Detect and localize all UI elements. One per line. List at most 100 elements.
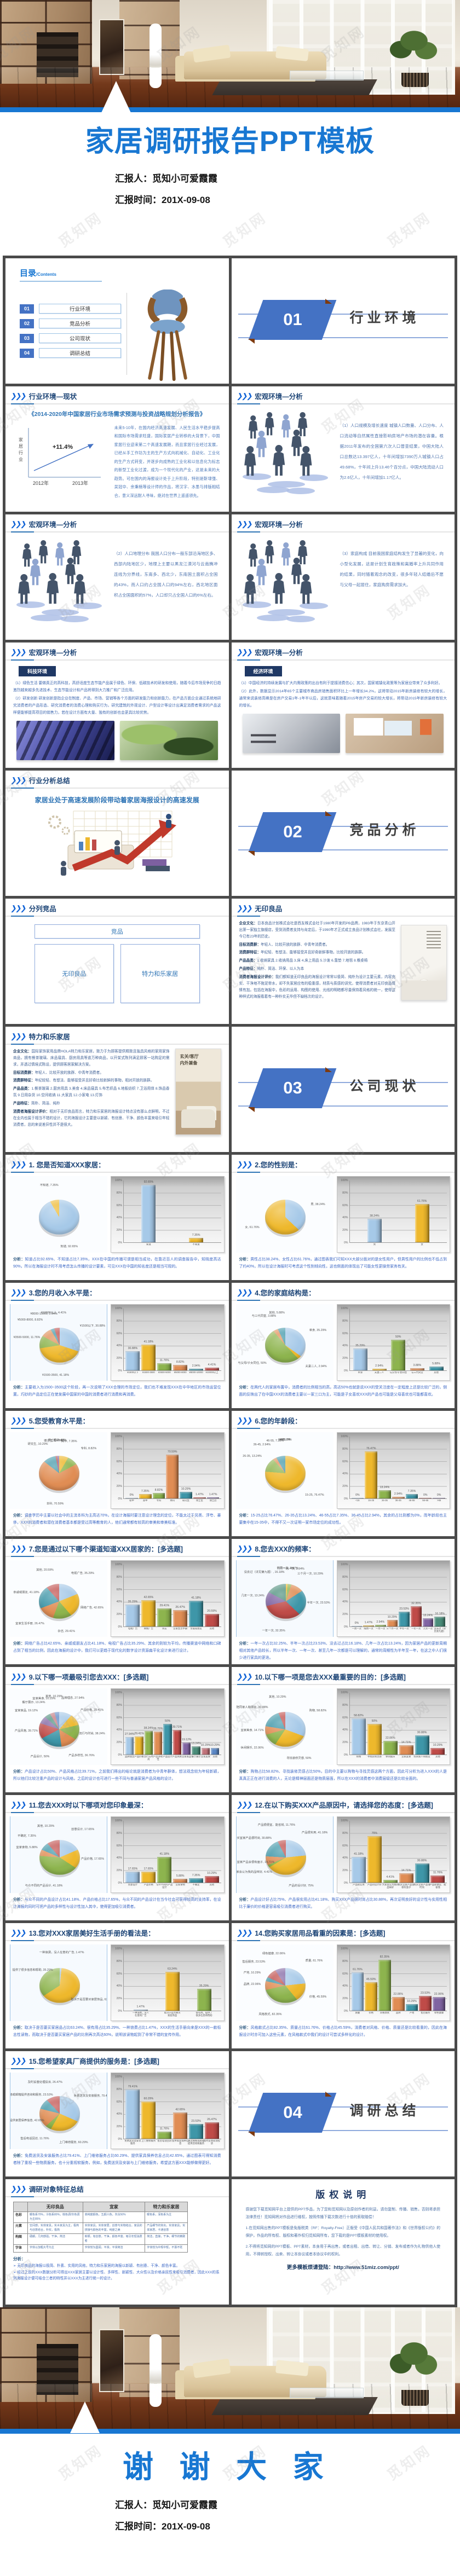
svg-text:行: 行 — [19, 450, 23, 455]
line-chart-area: 家居行业 +11.4% 2012年 2013年 — [13, 420, 109, 500]
bar-category-label: 产品设计 — [163, 1756, 173, 1758]
bar-value-label: 10.29% — [407, 2000, 417, 2004]
bar-value-label: 76.47% — [366, 1446, 376, 1450]
bar-value-label: 5.88% — [432, 1362, 440, 1366]
slide-thumbnail-24[interactable]: ❯❯❯ 10.以下哪一项是您去XXX最重要的目的：[多选题] 购物, 58.82% 寻… — [231, 1667, 455, 1792]
slide-thumbnail-25[interactable]: ❯❯❯ 11.您去XXX时以下哪项对您印象最深： 创意设计, 17.65% 产品价格,… — [5, 1795, 229, 1920]
slide-thumbnail-21[interactable]: ❯❯❯ 7.您是通过以下哪个渠道知道XXX居家的：[多选题] 电视广告, 35.29… — [5, 1539, 229, 1664]
tech-corridor-photo — [16, 720, 114, 760]
bar-chart: 0% 20% 40% 60% 80% 100% 30.88% ¥1500以下 41.18% ¥15… — [111, 1304, 225, 1381]
copyright-paragraph: 2.不得将觅知网的PPT模板、PPT素材，本身用于再出售，或者出租、出借、转让、… — [245, 2245, 441, 2256]
bar: 61.76% 质量 — [351, 1968, 364, 2014]
table-cell: 高纯度颜色，五颜六色，灰白50% — [82, 2212, 146, 2223]
bar-category-label: 品牌理念 — [125, 1756, 135, 1758]
slide-thumbnail-16[interactable]: ❯❯❯ 2.您的性别是： 男, 38.24% 女, 61.76% 0% 20% 40% 60%… — [231, 1155, 455, 1280]
slide-thumbnail-5[interactable]: ❯❯❯ 宏观环境—分析 （2）人口地理分布 我国人口分布一般东部沿海地区多、西部内陆… — [5, 514, 229, 640]
chart-row: 男, 38.24% 女, 61.76% 0% 20% 40% 60% 80% 100% 38.2… — [232, 1173, 455, 1253]
slide-thumbnail-31[interactable]: ❯❯❯ 调研对象特征总结 无印良品 宜家 特力和乐家居 色彩 暖色系70%，冷色系80%，棕… — [5, 2179, 229, 2305]
axis-tick: 0% — [118, 2010, 123, 2013]
slide-thumbnail-11[interactable]: ❯❯❯ 分列竞品 竞品 无印良品 特力和乐家居 — [5, 899, 229, 1024]
slide-thumbnail-23[interactable]: ❯❯❯ 9.以下哪一项最吸引您去XXX：[多选题] 品牌理念, 27.94% 产品价格… — [5, 1667, 229, 1792]
body-text: （1）人口规模及增长速度 城镇人口数量、人口分布、人口流动等自然属性直接影响房地… — [340, 423, 444, 480]
slide-thumbnail-22[interactable]: ❯❯❯ 8.您去XXX的频率： 一周一次, 0% 隔周一次, 1.47% 一月一次, 2… — [231, 1539, 455, 1664]
plant — [386, 27, 442, 78]
slide-thumbnail-17[interactable]: ❯❯❯ 3.您的月收入水平是： ¥1500以下, 30.88% ¥1500-3500,… — [5, 1283, 229, 1408]
axis-tick: 0% — [344, 2010, 348, 2013]
cover-blue-band — [0, 107, 460, 112]
slide-thumbnail-9[interactable]: ❯❯❯ 行业分析总结 家居业处于高速发展阶段带动着家居海报设计的高速发展 — [5, 771, 229, 896]
toc-item: 02 竞品分析 — [20, 319, 121, 328]
bar-category-label: 购物 — [356, 1756, 361, 1758]
slide-thumbnail-30[interactable]: 04 调研总结 — [231, 2051, 455, 2176]
pie-panel: 产品很实用, 41.18% 产品的设计好, 75% 大家会认为我的品味好, 4.41… — [235, 1816, 334, 1893]
bar-value-label: 14.71% — [401, 1869, 411, 1873]
bar-category-label: 一年一次 — [411, 1628, 421, 1630]
slide-thumbnail-3[interactable]: ❯❯❯ 行业环境—现状 《2014-2020年中国家居行业市场需求预测与投资战略规划… — [5, 386, 229, 512]
slide-header: ❯❯❯ 1. 您是否知道XXX家居： — [5, 1155, 229, 1173]
slide-thumbnail-6[interactable]: ❯❯❯ 宏观环境—分析 （3）家庭构成 目前我国家庭结构发生了显著的变化，向小型化发… — [231, 514, 455, 640]
analysis-label: 分析： — [13, 1514, 25, 1518]
bar-value-label: 10.29% — [433, 1744, 443, 1747]
chevrons-icon: ❯❯❯ — [10, 1288, 27, 1296]
bar-value-label: 35.29% — [355, 1344, 365, 1348]
bar-value-label: 1.47% — [136, 2005, 145, 2009]
sliding-door-2 — [119, 2307, 180, 2398]
bar: 35.29% 单身 — [353, 1344, 367, 1374]
bar: 58.82% 购物 — [351, 1714, 366, 1758]
pie-label: 博士生, 1.47% — [44, 1439, 62, 1443]
pie-panel: <15, 0% 15-25, 76.47% 26-35, 13.24% 36-45, … — [235, 1432, 334, 1509]
slide-thumbnail-4[interactable]: ❯❯❯ 宏观环境—分析 （1）人口规模及增长速度 城镇人口数量、人口分布、人口流动等… — [231, 386, 455, 512]
bar-plot: 38.24% 男 61.76% 女 — [349, 1180, 447, 1246]
axis-tick: 100% — [341, 1563, 348, 1566]
slide-thumbnail-13[interactable]: ❯❯❯ 特力和乐家居 企业文化：国际家饰家用品牌HOLA特力和乐家居，致力于为顾客提… — [5, 1027, 229, 1152]
pie-panel: 电视广告, 35.29% 网络广告, 42.65% 杂志, 29.41% 宜家生活手册… — [10, 1560, 107, 1637]
analysis-text: 分析：15-25占比76.47%、26-35占比13.24%、46-55占比7.… — [239, 1514, 447, 1525]
slide-thumbnail-28[interactable]: ❯❯❯ 14.您购买家居用品看重的因素是：[多选题] 质量, 61.76% 价格, 4… — [231, 1923, 455, 2048]
bar: 4.41% ¥10000以上 — [204, 1363, 219, 1374]
closing-meta: 汇报人：觅知小可爱霞霞 汇报时间：201X-09-08 — [115, 2497, 345, 2532]
slide-thumbnail-10[interactable]: 02 竞品分析 — [231, 771, 455, 896]
axis-tick: 60% — [116, 1972, 122, 1976]
pie-chart-disc — [265, 1584, 306, 1619]
chevrons-icon: ❯❯❯ — [235, 648, 252, 656]
slide-thumbnail-7[interactable]: ❯❯❯ 宏观环境—分析 科技环境 （1）绿色生活 要做真正的高科技，高舒适度生态节能产… — [5, 642, 229, 768]
template-link[interactable]: 更多模板烦请登陆：http://www.51miz.com/ppt/ — [286, 2264, 399, 2271]
bar: 19.12% 宜家家品 — [182, 1738, 192, 1758]
slide-thumbnail-20[interactable]: ❯❯❯ 6.您的年龄段： <15, 0% 15-25, 76.47% 26-35, 13… — [231, 1411, 455, 1536]
bar-category-label: 绿色健康 — [434, 2012, 444, 2014]
axis-tick: 20% — [116, 1869, 122, 1873]
bar-chart: 0% 20% 40% 60% 80% 100% 1.47% 一种浪费，没人在意的广告 63.24… — [111, 1944, 225, 2021]
bar-category-label: 半年一次 — [399, 1628, 409, 1630]
bar-value-label: 30.88% — [417, 1859, 427, 1863]
analysis-label: 分析： — [13, 2154, 25, 2158]
cover-photo — [0, 0, 460, 107]
slide-thumbnail-14[interactable]: 03 公司现状 — [231, 1027, 455, 1152]
bar-category-label: 高中 — [142, 1500, 148, 1502]
slide-thumbnail-19[interactable]: ❯❯❯ 5.您受教育水平是： 初中, 0% 高中, 7.35% 专科, 8.82% 本科,… — [5, 1411, 229, 1536]
slide-thumbnail-15[interactable]: ❯❯❯ 1. 您是否知道XXX家居： 知道, 92.65% 不知道, 7.35% 0% 2… — [5, 1155, 229, 1280]
bar-value-label: 35.29% — [128, 1600, 138, 1604]
chart-row: 单身, 35.29% 夫妻二人, 2.94% 与父母/子女同住, 50% 与三代同堂,… — [232, 1301, 455, 1381]
slide-header: ❯❯❯ 15.您希望家具厂商提供的服务是：[多选题] — [5, 2051, 229, 2069]
pie-label: 研究生, 10.29% — [27, 1443, 48, 1446]
bar-value-label: 26.47% — [175, 1606, 185, 1610]
slide-thumbnail-26[interactable]: ❯❯❯ 12.在以下购买XXX产品原因中，请选择您的态度：[多选题] 产品很实用, … — [231, 1795, 455, 1920]
pie-label: 产品多样性, 36.76% — [68, 1753, 95, 1757]
axis-tick: 100% — [114, 1691, 122, 1694]
slide-title: 1. 您是否知道XXX家居： — [28, 1161, 105, 1169]
slide-thumbnail-27[interactable]: ❯❯❯ 13.您对XXX家居美好生活手册的看法是： 一种浪费，没人在意的广告, 1.… — [5, 1923, 229, 2048]
chevrons-icon: ❯❯❯ — [235, 1929, 252, 1937]
svg-text:+11.4%: +11.4% — [53, 444, 73, 450]
slide-thumbnail-29[interactable]: ❯❯❯ 15.您希望家具厂商提供的服务是：[多选题] 免费送货及安装服务, 79.4… — [5, 2051, 229, 2176]
table-slide-body: 无印良品 宜家 特力和乐家居 色彩 暖色系70%，冷色系80%，棕色调/灰色调为主85%… — [5, 2197, 229, 2282]
slide-thumbnail-8[interactable]: ❯❯❯ 宏观环境—分析 经济环境 （1）中国经济的持续发展与扩大内需政策的出台有利于提… — [231, 642, 455, 768]
slide-thumbnail-1[interactable]: 目录/Contents 01 行业环境 02 竞品分析 03 公司现状 04 调研总结 — [5, 258, 229, 384]
toc-body: 01 行业环境 02 竞品分析 03 公司现状 04 调研总结 — [5, 282, 229, 384]
bar-value-label: 10.29% — [200, 1744, 211, 1747]
slide-thumbnail-18[interactable]: ❯❯❯ 4.您的家庭结构是： 单身, 35.29% 夫妻二人, 2.94% 与父母/子女… — [231, 1283, 455, 1408]
slide-thumbnail-2[interactable]: 01 行业环境 — [231, 258, 455, 384]
analysis-label: 分析： — [13, 1770, 25, 1774]
slide-title: 12.在以下购买XXX产品原因中，请选择您的态度：[多选题] — [255, 1802, 433, 1809]
slide-thumbnail-12[interactable]: ❯❯❯ 无印良品 企业文化：日本良品计划株式会社是西友株式会社于1980年开发的PB… — [231, 899, 455, 1024]
slide-thumbnail-32[interactable]: 版权说明 感谢您下载觅知网平台上提供的PPT作品，为了您和觅知网以及原创作者的利益… — [231, 2179, 455, 2305]
